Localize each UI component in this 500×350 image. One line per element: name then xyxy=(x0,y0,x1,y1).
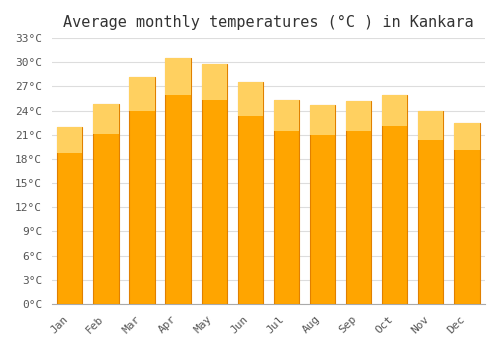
Bar xyxy=(130,77,154,111)
Bar xyxy=(310,105,335,304)
Bar xyxy=(238,82,263,304)
Bar xyxy=(418,111,444,140)
Bar xyxy=(202,64,227,304)
Bar xyxy=(57,127,82,153)
Bar xyxy=(382,94,407,304)
Bar xyxy=(274,100,299,131)
Bar xyxy=(454,123,479,304)
Bar xyxy=(130,77,154,304)
Bar xyxy=(93,104,118,134)
Bar xyxy=(382,94,407,126)
Bar xyxy=(202,64,227,100)
Bar xyxy=(166,58,190,95)
Bar xyxy=(57,127,82,304)
Bar xyxy=(238,82,263,116)
Bar xyxy=(166,58,190,304)
Bar xyxy=(93,104,118,304)
Bar xyxy=(346,101,372,131)
Bar xyxy=(274,100,299,304)
Title: Average monthly temperatures (°C ) in Kankara: Average monthly temperatures (°C ) in Ka… xyxy=(63,15,474,30)
Bar xyxy=(418,111,444,304)
Bar xyxy=(454,123,479,150)
Bar xyxy=(346,101,372,304)
Bar xyxy=(310,105,335,135)
